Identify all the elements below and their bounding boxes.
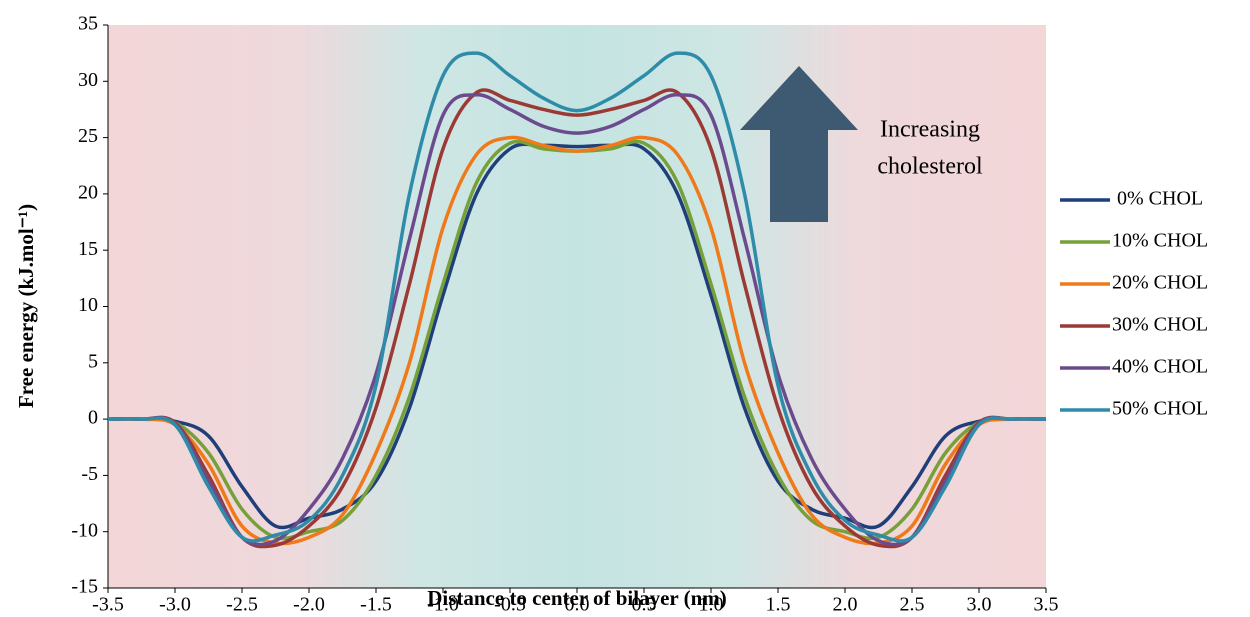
- x-tick-label: -3.5: [92, 594, 124, 612]
- series-line: [107, 51, 1047, 543]
- y-tick-label: 30: [78, 69, 98, 91]
- arrow: [740, 66, 858, 222]
- x-tick-label: -3.0: [159, 594, 191, 612]
- x-tick-label: 3.0: [967, 594, 992, 612]
- y-tick-label: 20: [78, 181, 98, 203]
- y-tick-label: -15: [71, 576, 98, 598]
- x-tick-label: -2.0: [293, 594, 325, 612]
- x-tick-label: -1.0: [427, 594, 459, 612]
- series-line: [107, 142, 1047, 530]
- series-line: [107, 135, 1047, 546]
- y-tick-label: 35: [78, 13, 98, 35]
- y-tick-label: -5: [81, 463, 98, 485]
- x-tick-label: 1.5: [766, 594, 791, 612]
- y-tick-label: 5: [88, 350, 98, 372]
- plot-background: [108, 25, 1046, 588]
- y-tick-label: 15: [78, 238, 98, 260]
- y-tick-label: 10: [78, 294, 98, 316]
- legend-label: 20% CHOL: [1112, 272, 1208, 294]
- x-tick-label: 3.5: [1034, 594, 1059, 612]
- series-line: [107, 88, 1047, 549]
- x-tick-label: 2.0: [833, 594, 858, 612]
- x-tick-label: 2.5: [900, 594, 925, 612]
- legend-label: 0% CHOL: [1112, 188, 1203, 210]
- legend-label: 10% CHOL: [1112, 230, 1208, 252]
- y-axis-label: Free energy (kJ.mol⁻¹): [14, 204, 38, 408]
- x-tick-label: 0.0: [565, 594, 590, 612]
- annotation: Increasing: [880, 117, 980, 143]
- annotation: cholesterol: [877, 154, 983, 180]
- x-tick-label: 0.5: [632, 594, 657, 612]
- y-tick-label: 25: [78, 125, 98, 147]
- y-tick-label: -10: [71, 519, 98, 541]
- legend-label: 50% CHOL: [1112, 398, 1208, 420]
- x-tick-label: -1.5: [360, 594, 392, 612]
- legend-label: 40% CHOL: [1112, 356, 1208, 378]
- x-tick-label: -2.5: [226, 594, 258, 612]
- x-tick-label: -0.5: [494, 594, 526, 612]
- series-line: [107, 93, 1047, 547]
- x-tick-label: 1.0: [699, 594, 724, 612]
- legend-label: 30% CHOL: [1112, 314, 1208, 336]
- y-tick-label: 0: [88, 407, 98, 429]
